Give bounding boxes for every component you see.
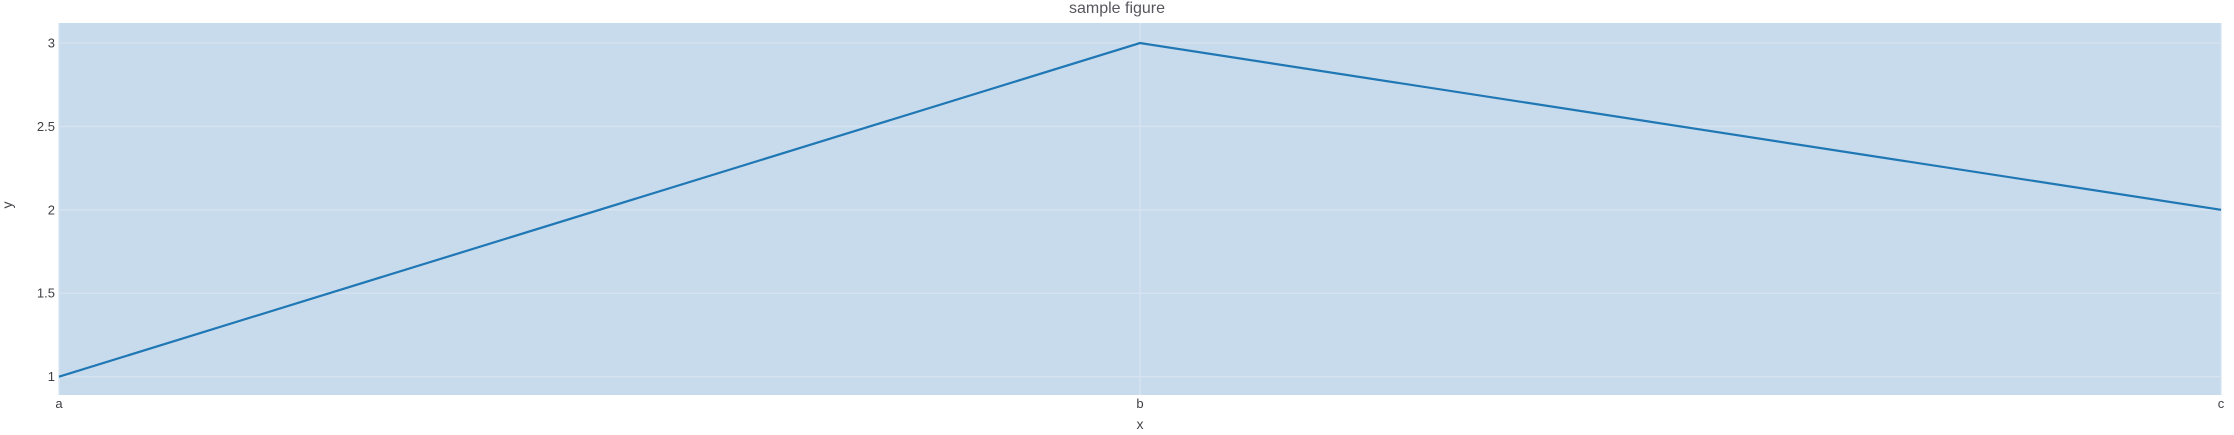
y-axis-title: y bbox=[0, 202, 15, 209]
y-axis-tick-labels: 1 1.5 2 2.5 3 bbox=[37, 36, 55, 385]
y-tick-label: 1 bbox=[48, 369, 55, 384]
y-tick-label: 2.5 bbox=[37, 119, 55, 134]
x-tick-label: c bbox=[2218, 396, 2225, 411]
x-tick-label: a bbox=[55, 396, 63, 411]
y-tick-label: 1.5 bbox=[37, 286, 55, 301]
data-line-series bbox=[58, 41, 2222, 378]
y-tick-label: 3 bbox=[48, 36, 55, 51]
y-tick-label: 2 bbox=[48, 202, 55, 217]
x-tick-label: b bbox=[1136, 396, 1143, 411]
chart-title: sample figure bbox=[1069, 0, 1165, 17]
x-axis-title: x bbox=[1137, 416, 1144, 432]
gridlines bbox=[58, 23, 2222, 395]
x-axis-tick-labels: a b c bbox=[55, 396, 2224, 411]
